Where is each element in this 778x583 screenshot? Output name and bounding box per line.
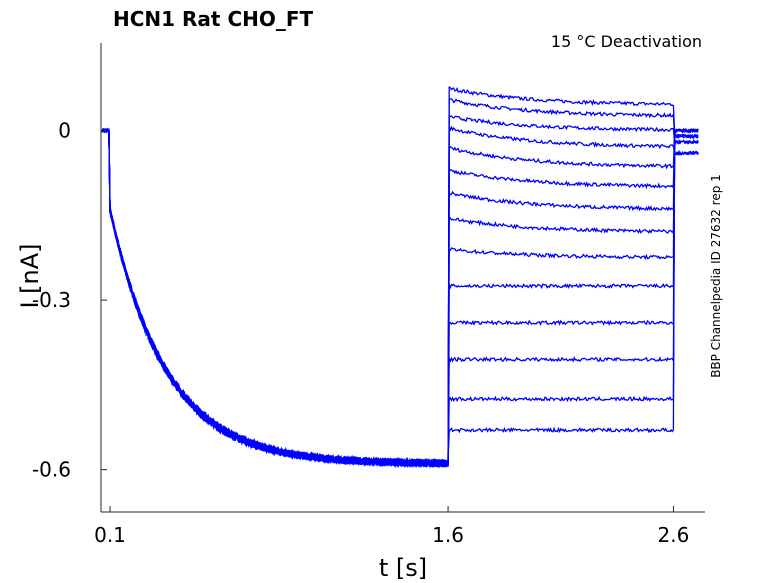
current-trace-1 (101, 86, 699, 468)
current-trace-2 (101, 98, 699, 469)
current-trace-7 (101, 129, 699, 468)
current-trace-12 (101, 129, 699, 469)
side-label: BBP Channelpedia ID 27632 rep 1 (709, 174, 723, 378)
current-trace-8 (102, 128, 699, 469)
current-trace-3 (101, 115, 699, 469)
current-trace-13 (101, 127, 699, 468)
current-trace-4 (101, 125, 699, 469)
x-tick-label: 0.1 (94, 523, 126, 547)
temperature-annotation: 15 °C Deactivation (551, 32, 702, 51)
current-trace-9 (101, 128, 699, 469)
x-tick-label: 2.6 (658, 523, 690, 547)
y-tick-label: 0 (58, 119, 71, 143)
current-trace-6 (101, 128, 699, 469)
current-trace-5 (101, 127, 699, 468)
x-axis-label: t [s] (379, 554, 427, 582)
y-tick-label: -0.6 (32, 458, 71, 482)
axis-ticks: 0.1 1.6 2.6 0 -0.3 -0.6 (32, 119, 689, 547)
y-axis-label: I [nA] (16, 243, 44, 308)
current-trace-10 (101, 128, 699, 468)
y-tick-label: -0.3 (32, 288, 71, 312)
chart-title: HCN1 Rat CHO_FT (113, 7, 314, 31)
x-tick-label: 1.6 (432, 523, 464, 547)
current-trace-14 (101, 127, 699, 468)
current-trace-11 (101, 128, 699, 469)
current-traces (101, 86, 699, 469)
